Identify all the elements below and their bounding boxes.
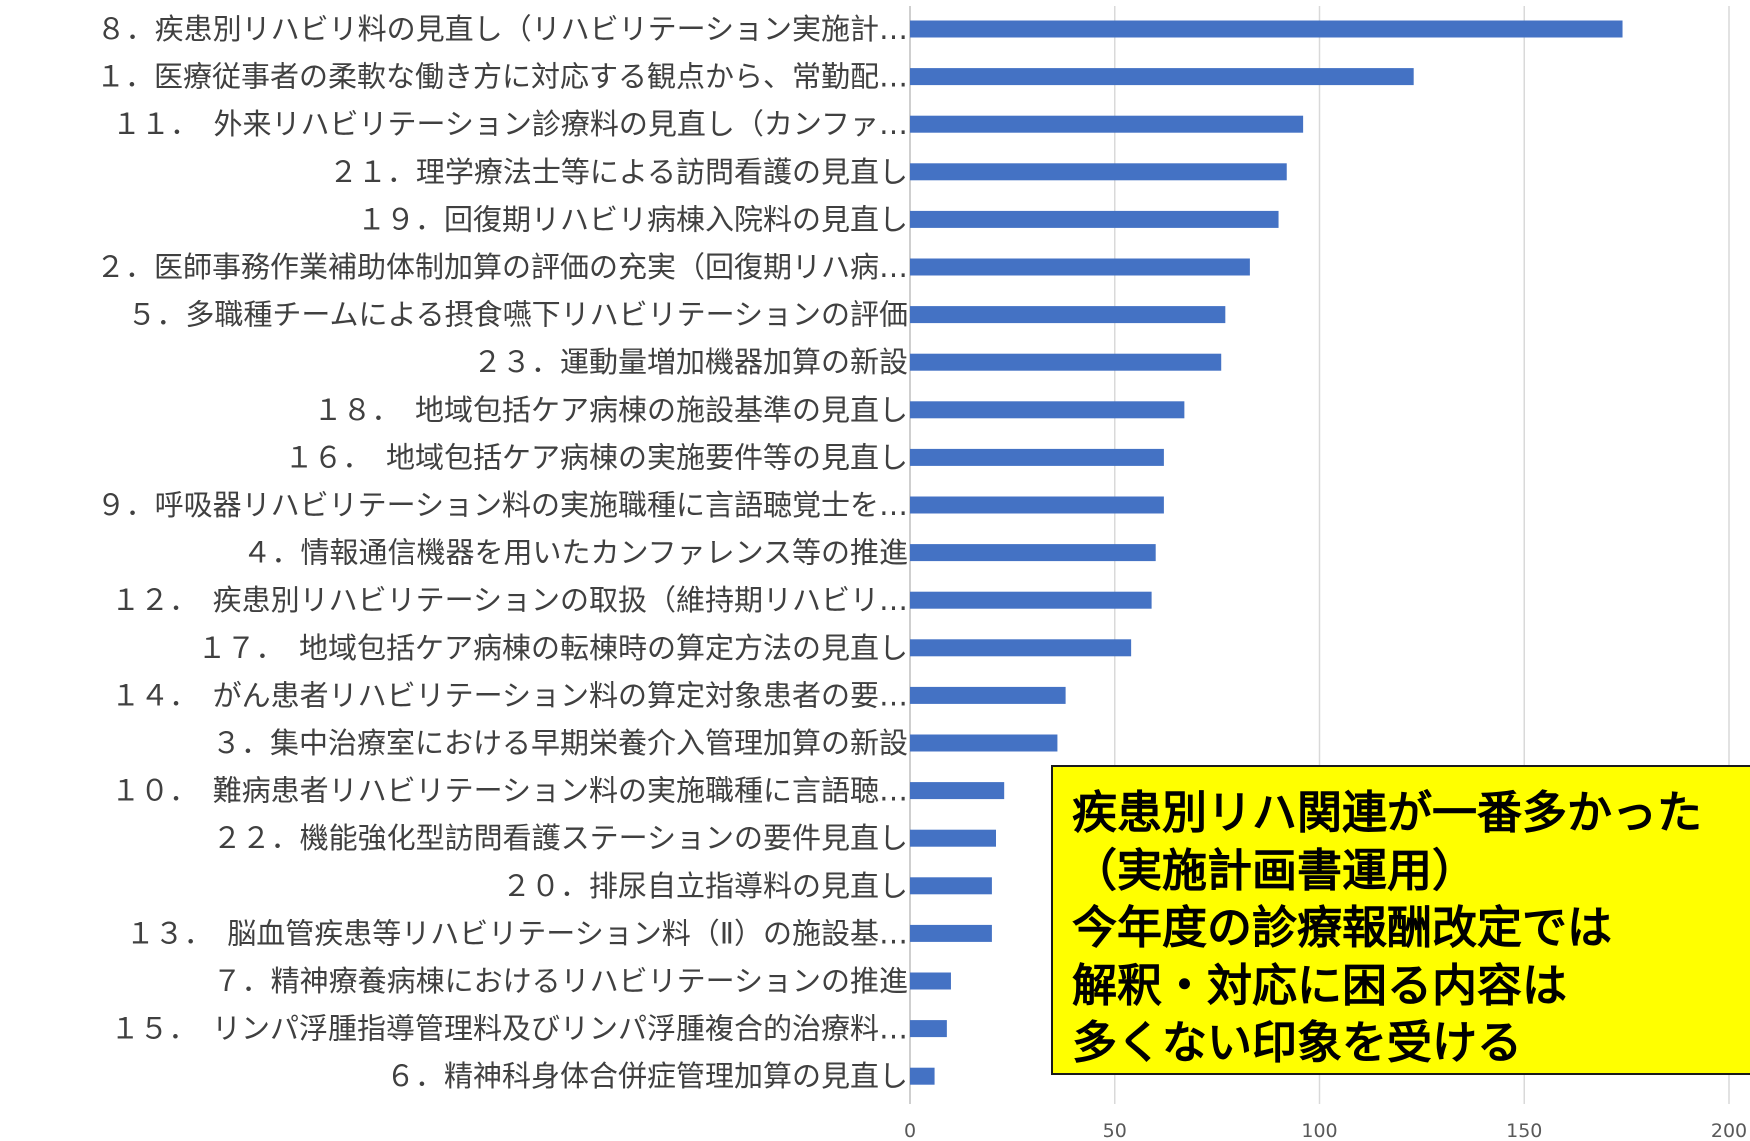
x-tick-label: 50 (1103, 1120, 1127, 1141)
bar (910, 306, 1225, 323)
bar (910, 544, 1156, 561)
bar (910, 830, 996, 847)
category-label: ７．精神療養病棟におけるリハビリテーションの推進 (213, 964, 908, 998)
category-label: １５． リンパ浮腫指導管理料及びリンパ浮腫複合的治療料… (110, 1012, 908, 1046)
category-label: １６． 地域包括ケア病棟の実施要件等の見直し (284, 440, 908, 474)
x-axis-ticks: 0 50 100 150 200 (904, 1120, 1747, 1141)
category-label: １１． 外来リハビリテーション診療料の見直し（カンファ… (112, 107, 908, 141)
bar (910, 1020, 947, 1037)
x-tick-label: 150 (1506, 1120, 1542, 1141)
bar (910, 449, 1164, 466)
category-label: ２２．機能強化型訪問看護ステーションの要件見直し (213, 821, 908, 855)
category-label: ３．集中治療室における早期栄養介入管理加算の新設 (212, 726, 908, 760)
bar (910, 354, 1221, 371)
bar (910, 163, 1287, 180)
bar (910, 401, 1184, 418)
bar (910, 639, 1131, 656)
category-label: ４．情報通信機器を用いたカンファレンス等の推進 (242, 536, 908, 570)
bar (910, 211, 1279, 228)
bar (910, 68, 1414, 85)
category-labels: ８．疾患別リハビリ料の見直し（リハビリテーション実施計… １．医療従事者の柔軟な働… (96, 12, 908, 1093)
bar (910, 735, 1057, 752)
bar (910, 925, 992, 942)
category-label: １４． がん患者リハビリテーション料の算定対象患者の要… (111, 678, 908, 712)
category-label: ２．医師事務作業補助体制加算の評価の充実（回復期リハ病… (96, 250, 908, 284)
callout-line-5: 多くない印象を受ける (1072, 1014, 1750, 1072)
annotation-callout: 疾患別リハ関連が一番多かった （実施計画書運用） 今年度の診療報酬改定では 解釈… (1051, 765, 1750, 1075)
x-tick-label: 200 (1711, 1120, 1747, 1141)
bar (910, 877, 992, 894)
bar (910, 21, 1623, 38)
category-label: １．医療従事者の柔軟な働き方に対応する観点から、常勤配… (96, 60, 908, 94)
category-label: １３． 脳血管疾患等リハビリテーション料（Ⅱ）の施設基… (126, 916, 908, 950)
category-label: ８．疾患別リハビリ料の見直し（リハビリテーション実施計… (97, 12, 908, 46)
category-label: １２． 疾患別リハビリテーションの取扱（維持期リハビリ… (111, 583, 908, 617)
bar (910, 497, 1164, 514)
bar (910, 259, 1250, 276)
callout-line-3: 今年度の診療報酬改定では (1072, 899, 1750, 957)
bar (910, 973, 951, 990)
category-label: ２３．運動量増加機器加算の新設 (473, 345, 908, 379)
bar (910, 687, 1066, 704)
category-label: ２１．理学療法士等による訪問看護の見直し (329, 155, 908, 189)
bar (910, 782, 1004, 799)
callout-line-2: （実施計画書運用） (1072, 842, 1750, 900)
bar (910, 1068, 935, 1085)
bar (910, 116, 1303, 133)
x-tick-label: 0 (904, 1120, 916, 1141)
category-label: ２０．排尿自立指導料の見直し (502, 869, 908, 903)
callout-line-1: 疾患別リハ関連が一番多かった (1072, 784, 1750, 842)
category-label: １０． 難病患者リハビリテーション料の実施職種に言語聴… (111, 774, 908, 808)
x-tick-label: 100 (1301, 1120, 1337, 1141)
category-label: ９．呼吸器リハビリテーション料の実施職種に言語聴覚士を… (97, 488, 908, 522)
category-label: １８． 地域包括ケア病棟の施設基準の見直し (313, 393, 908, 427)
category-label: １７． 地域包括ケア病棟の転棟時の算定方法の見直し (197, 631, 908, 665)
category-label: ５．多職種チームによる摂食嚥下リハビリテーションの評価 (127, 298, 908, 332)
category-label: １９．回復期リハビリ病棟入院料の見直し (357, 202, 908, 236)
callout-line-4: 解釈・対応に困る内容は (1072, 957, 1750, 1015)
category-label: ６．精神科身体合併症管理加算の見直し (386, 1059, 908, 1093)
bar (910, 592, 1152, 609)
